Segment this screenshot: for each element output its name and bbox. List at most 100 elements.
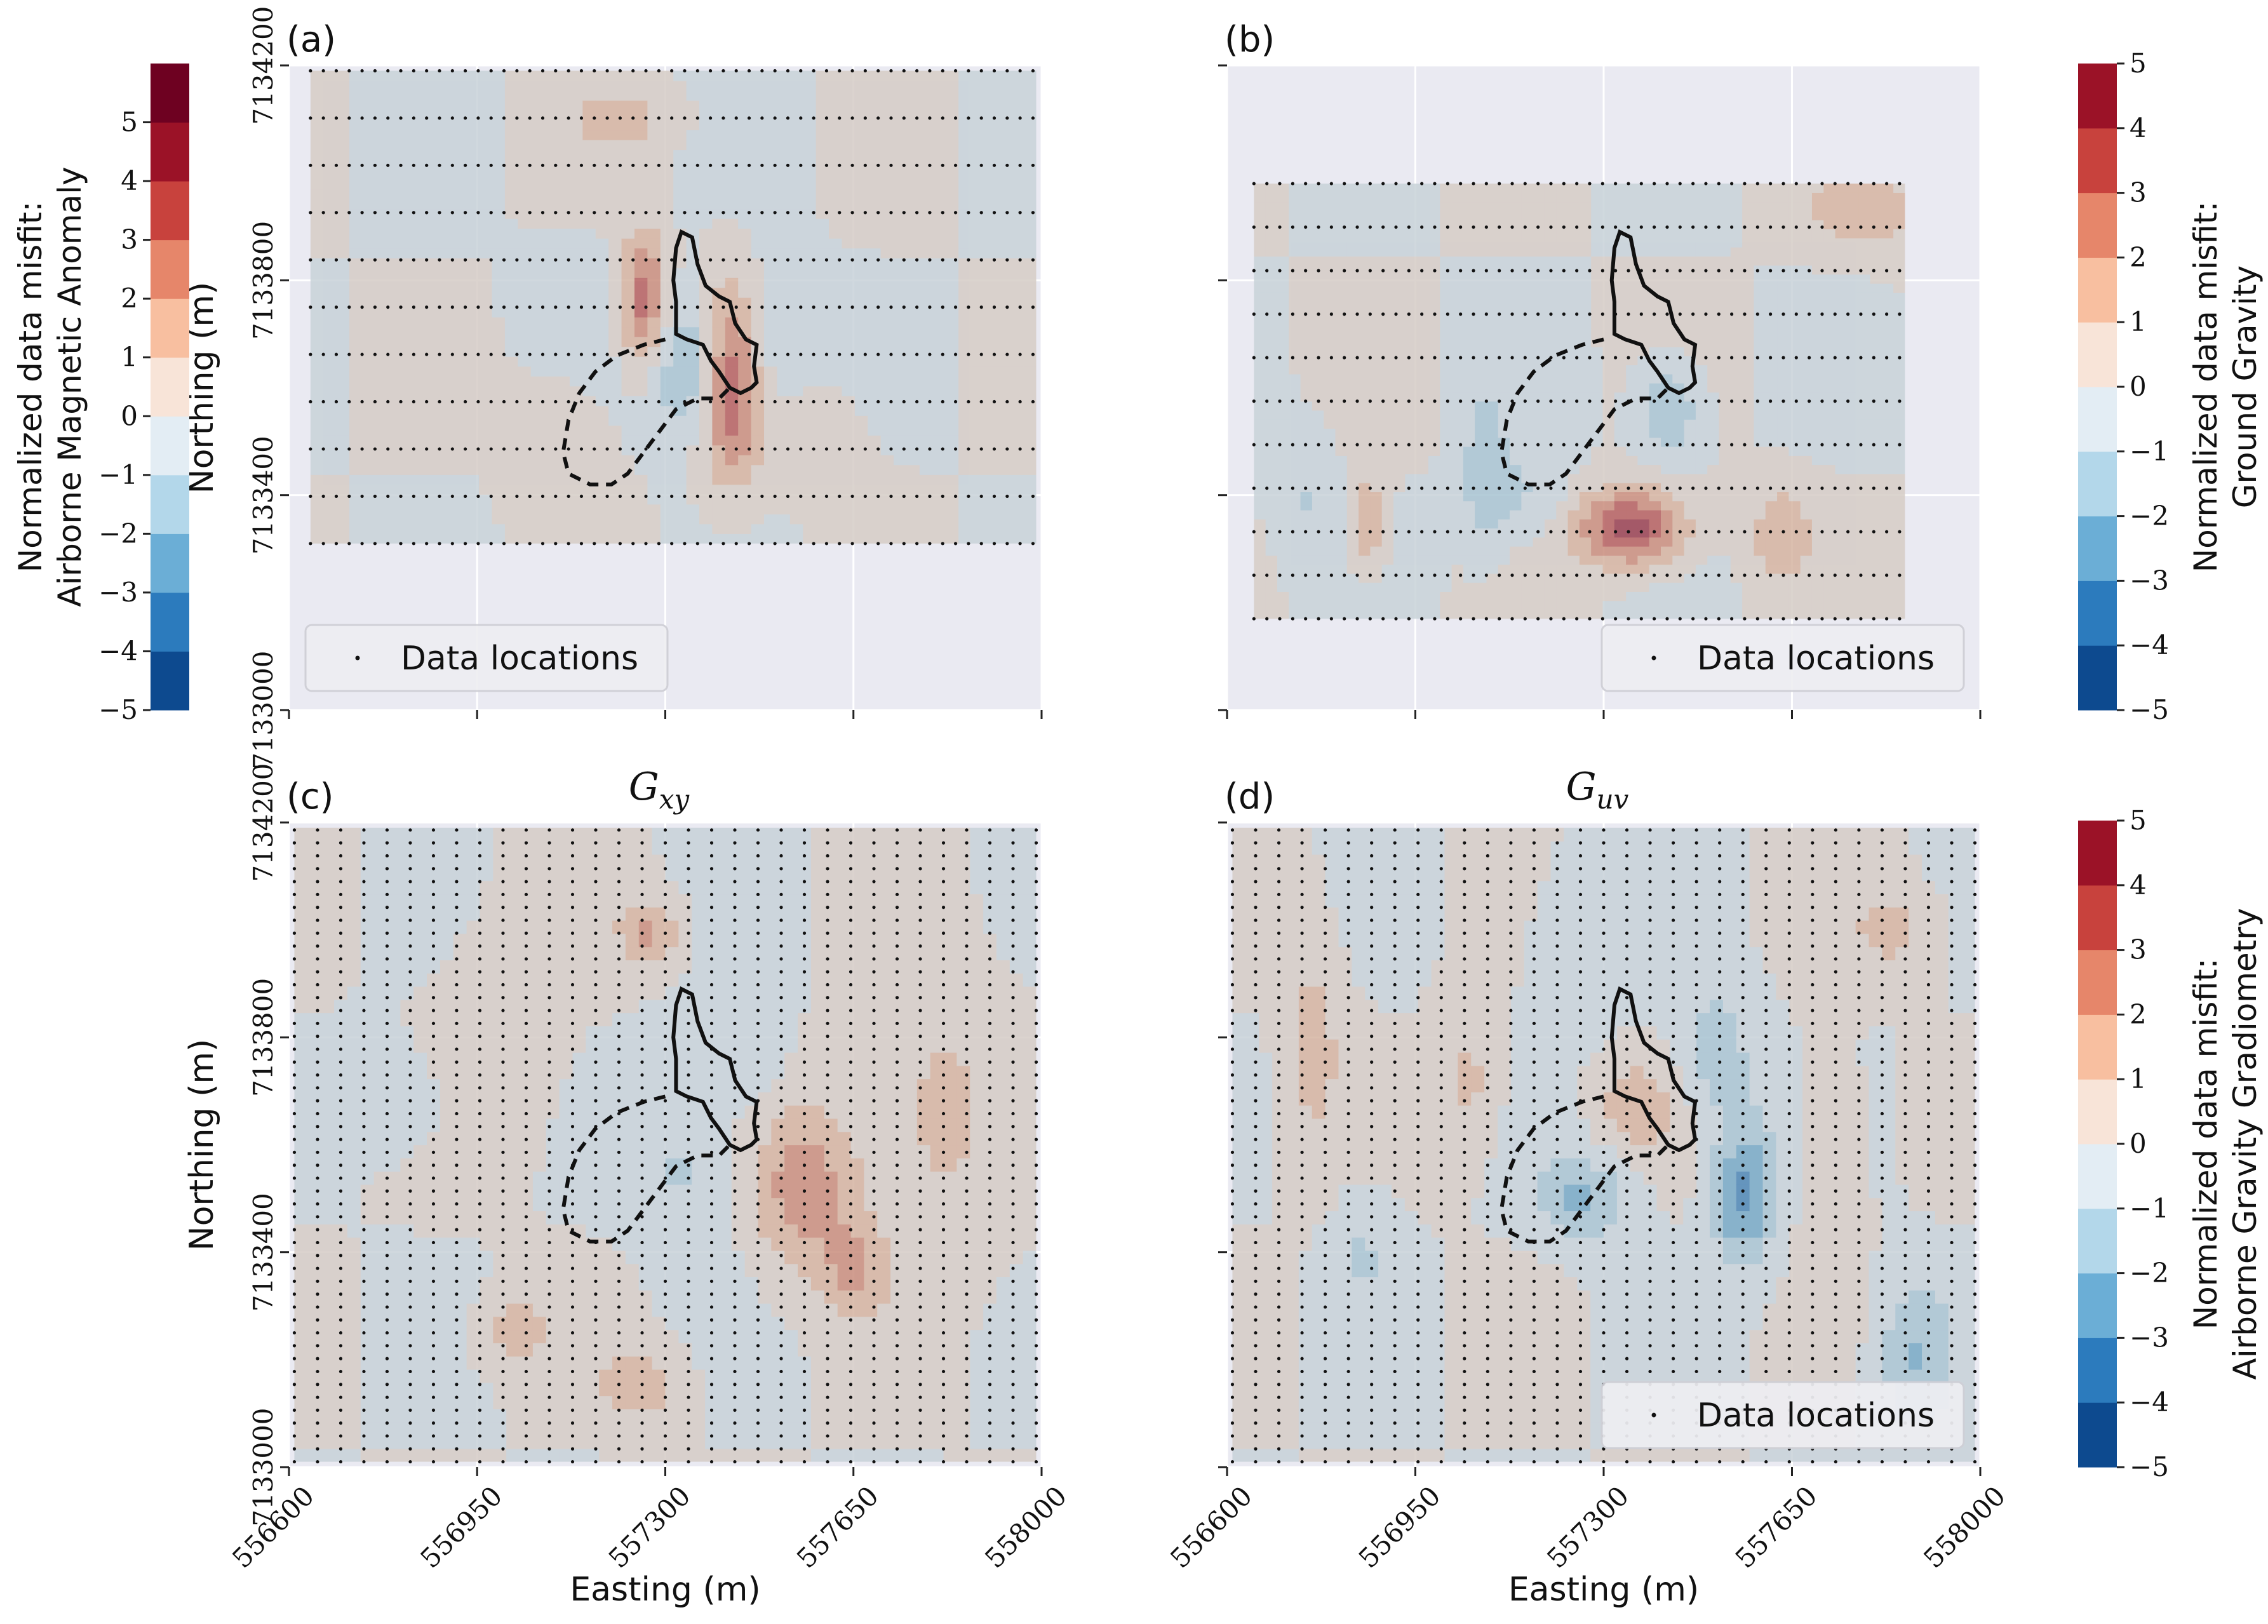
data-point [386, 305, 390, 309]
misfit-cell [336, 376, 350, 387]
data-point [502, 305, 506, 309]
data-point [593, 352, 596, 356]
data-point [799, 69, 803, 73]
data-point [618, 116, 622, 120]
data-point [967, 447, 970, 451]
data-point [489, 494, 493, 498]
misfit-cell [310, 110, 324, 121]
data-point [554, 352, 558, 356]
misfit-cell [388, 425, 402, 436]
data-point [876, 352, 880, 356]
misfit-cell [310, 80, 324, 91]
data-point [593, 305, 596, 309]
data-point [928, 305, 932, 309]
misfit-cell [336, 474, 350, 485]
misfit-cell [427, 494, 441, 505]
misfit-cell [453, 523, 467, 534]
data-point [438, 494, 441, 498]
data-point [540, 211, 545, 215]
misfit-cell [427, 140, 441, 151]
data-point [309, 258, 312, 262]
misfit-cell [414, 514, 428, 525]
data-point [438, 305, 441, 309]
misfit-cell [401, 149, 415, 160]
data-point [695, 305, 699, 309]
data-point [721, 305, 725, 309]
misfit-cell [323, 70, 337, 81]
misfit-cell [427, 356, 441, 367]
misfit-cell [362, 70, 376, 81]
data-point [1018, 211, 1022, 215]
data-point [902, 258, 906, 262]
data-point [567, 163, 570, 167]
data-point [1018, 305, 1022, 309]
misfit-cell [323, 90, 337, 101]
misfit-cell [388, 366, 402, 377]
data-point [593, 258, 596, 262]
data-point [309, 447, 312, 451]
data-point [915, 211, 919, 215]
misfit-cell [323, 366, 337, 377]
data-point [928, 163, 932, 167]
data-point [515, 542, 519, 546]
data-point [528, 305, 532, 309]
data-point [554, 116, 558, 120]
misfit-cell [362, 228, 376, 239]
data-point [502, 163, 506, 167]
misfit-cell [453, 464, 467, 475]
misfit-cell [336, 307, 350, 318]
data-point [709, 258, 713, 262]
misfit-surface [310, 70, 1037, 544]
misfit-cell [336, 425, 350, 436]
data-point [979, 211, 983, 215]
misfit-cell [362, 110, 376, 121]
data-point [695, 542, 699, 546]
data-point [360, 494, 364, 498]
misfit-cell [336, 405, 350, 416]
data-point [734, 305, 738, 309]
misfit-cell [401, 267, 415, 278]
misfit-cell [349, 100, 363, 111]
data-point [709, 69, 713, 73]
data-point [631, 69, 635, 73]
data-point [334, 116, 339, 120]
data-point [1018, 258, 1022, 262]
misfit-cell [401, 70, 415, 81]
misfit-cell [375, 464, 389, 475]
misfit-cell [427, 415, 441, 426]
data-point [721, 69, 725, 73]
misfit-cell [440, 297, 453, 308]
data-point [334, 163, 339, 167]
misfit-cell [414, 326, 428, 337]
data-point [618, 258, 622, 262]
data-point [657, 258, 661, 262]
data-point [657, 305, 661, 309]
misfit-cell [440, 169, 453, 180]
data-point [334, 305, 339, 309]
data-point [657, 447, 661, 451]
misfit-cell [349, 119, 363, 131]
data-point [786, 447, 790, 451]
misfit-cell [401, 425, 415, 436]
misfit-cell [388, 208, 402, 219]
data-point [554, 258, 558, 262]
misfit-cell [336, 494, 350, 505]
misfit-cell [414, 356, 428, 367]
misfit-cell [375, 317, 389, 328]
data-point [412, 447, 415, 451]
misfit-cell [362, 307, 376, 318]
data-point [321, 352, 325, 356]
data-point [967, 163, 970, 167]
misfit-cell [414, 366, 428, 377]
data-point [567, 69, 570, 73]
misfit-cell [362, 159, 376, 170]
data-point [476, 211, 480, 215]
data-point [683, 163, 687, 167]
misfit-cell [427, 464, 441, 475]
misfit-cell [375, 199, 389, 210]
data-point [992, 258, 996, 262]
data-point [1031, 494, 1035, 498]
data-point [450, 116, 454, 120]
misfit-cell [310, 228, 324, 239]
